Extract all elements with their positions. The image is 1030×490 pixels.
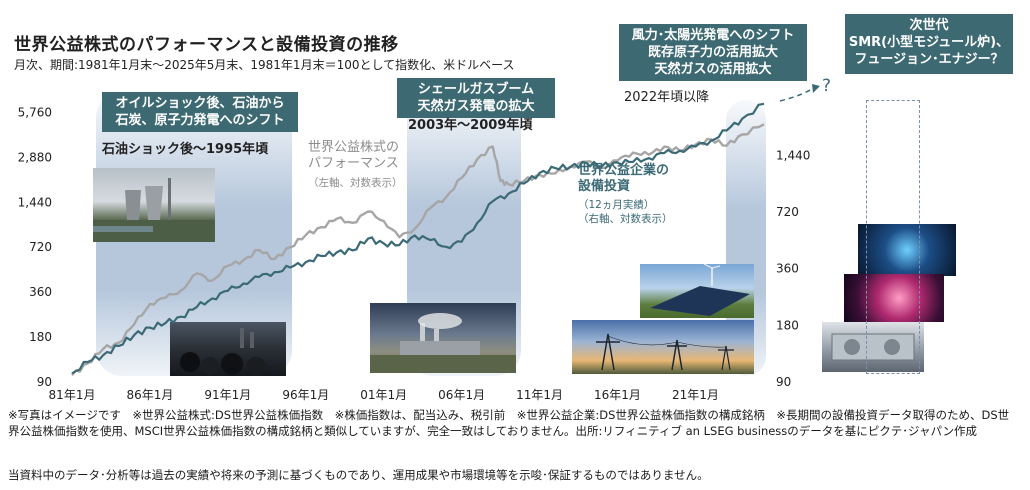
left-axis-tick: 2,880 <box>18 150 52 164</box>
right-axis-tick: 360 <box>776 262 799 276</box>
left-axis-tick: 360 <box>29 285 52 299</box>
era-label-renewables: 風力･太陽光発電へのシフト 既存原子力の活用拡大 天然ガスの活用拡大 <box>619 24 807 81</box>
chart-subtitle: 月次、期間:1981年1月末～2025年5月末、1981年1月末＝100として指… <box>14 58 515 72</box>
left-axis-tick: 5,760 <box>18 105 52 119</box>
capex-series-line <box>71 102 765 375</box>
era-label-oil-shock: オイルショック後、石油から 石炭、原子力発電へのシフト <box>102 92 298 132</box>
solar-wind-photo <box>640 264 754 318</box>
equity-series-label: 世界公益株式の パフォーマンス <box>308 140 400 171</box>
power-lines-photo <box>572 320 754 374</box>
left-axis-tick: 720 <box>29 240 52 254</box>
power-plant-photo <box>93 168 215 242</box>
era-period-shale-gas: 2003年～2009年頃 <box>408 118 533 133</box>
left-axis-tick: 1,440 <box>18 195 52 209</box>
capex-axis-note: （右軸、対数表示） <box>578 213 673 225</box>
x-axis-tick: 11年1月 <box>516 388 563 402</box>
future-question-mark: ? <box>822 76 832 96</box>
equity-series-line <box>71 123 765 376</box>
reactor-photo <box>858 224 956 276</box>
era-period-oil-shock: 石油ショック後～1995年頃 <box>102 142 269 157</box>
x-axis-tick: 01年1月 <box>360 388 407 402</box>
gas-plant-photo <box>370 303 516 373</box>
x-axis-tick: 81年1月 <box>49 388 96 402</box>
future-arrow-head <box>812 84 820 93</box>
footnotes: ※写真はイメージです ※世界公益株式:DS世界公益株価指数 ※株価指数は、配当込… <box>8 408 1010 438</box>
disclaimer: 当資料中のデータ･分析等は過去の実績や将来の予測に基づくものであり、運用成果や市… <box>8 468 709 482</box>
equity-axis-note: （左軸、対数表示） <box>308 177 403 189</box>
right-axis-tick: 90 <box>776 375 791 389</box>
future-arrow <box>779 88 813 102</box>
right-axis-tick: 720 <box>776 205 799 219</box>
right-axis-tick: 1,440 <box>776 148 810 162</box>
x-axis-tick: 16年1月 <box>594 388 641 402</box>
era-label-shale-gas: シェールガスブーム 天然ガス発電の拡大 <box>397 78 555 118</box>
x-axis-tick: 91年1月 <box>204 388 251 402</box>
left-axis-tick: 90 <box>37 375 52 389</box>
x-axis-tick: 86年1月 <box>126 388 173 402</box>
chart-title: 世界公益株式のパフォーマンスと設備投資の推移 <box>14 35 399 55</box>
next-generation-frame <box>866 100 920 374</box>
left-axis-tick: 180 <box>29 330 52 344</box>
x-axis-tick: 21年1月 <box>672 388 719 402</box>
fusion-photo <box>844 274 944 322</box>
coal-photo <box>170 322 286 376</box>
x-axis-tick: 96年1月 <box>282 388 329 402</box>
capex-period-note: （12ヵ月実績） <box>578 199 655 211</box>
capex-series-label: 世界公益企業の 設備投資 <box>578 163 670 194</box>
right-axis-tick: 180 <box>776 318 799 332</box>
smr-photo <box>822 322 924 372</box>
era-period-renewables: 2022年頃以降 <box>624 90 710 105</box>
x-axis-tick: 06年1月 <box>438 388 485 402</box>
next-generation-box: 次世代 SMR(小型モジュール炉)、 フュージョン･エナジー？ <box>845 14 1013 74</box>
